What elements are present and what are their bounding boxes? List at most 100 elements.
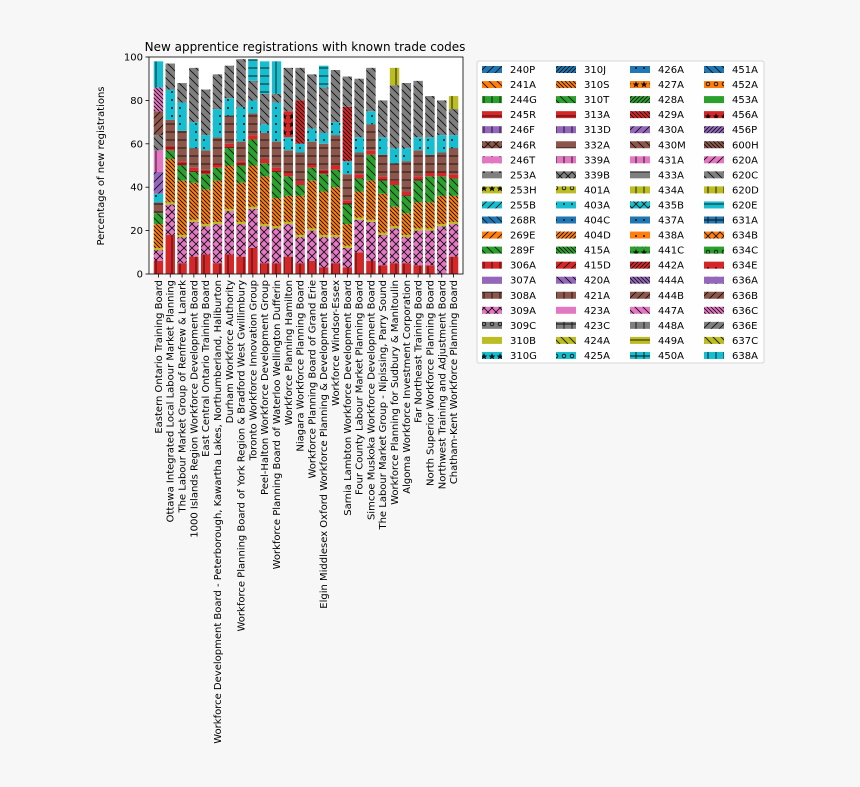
bar-segment-403A xyxy=(307,128,317,142)
bar-segment-332A xyxy=(307,141,317,164)
legend-label: 309C xyxy=(510,321,536,332)
legend-swatch xyxy=(482,321,502,329)
bars xyxy=(153,59,459,274)
bar-segment-313A xyxy=(271,167,282,173)
x-axis: Eastern Ontario Training Board Ottawa Int… xyxy=(154,274,460,744)
legend-item-451A: 451A xyxy=(704,65,758,76)
chart-title: New apprentice registrations with known … xyxy=(145,40,466,54)
legend-swatch xyxy=(704,81,724,89)
legend-item-241A: 241A xyxy=(482,80,536,91)
bar-segment-313A xyxy=(318,169,329,175)
legend-label: 430M xyxy=(658,140,686,151)
bar-segment-620E xyxy=(248,59,258,81)
bar-segment-306A xyxy=(236,256,246,274)
legend-label: 631A xyxy=(732,216,758,227)
legend-item-636A: 636A xyxy=(704,276,758,287)
bar-segment-403A xyxy=(200,135,211,151)
bar-segment-332A xyxy=(177,130,187,162)
bar-segment-309A xyxy=(259,226,270,264)
bar-segment-620C xyxy=(283,67,294,112)
legend-swatch xyxy=(704,351,724,359)
bar-segment-310S xyxy=(366,180,376,220)
legend-item-339B: 339B xyxy=(556,170,610,181)
legend-swatch xyxy=(704,171,724,179)
legend-label: 310G xyxy=(510,351,537,362)
legend-label: 433A xyxy=(658,170,684,181)
bar-segment-620C xyxy=(236,59,246,107)
legend-swatch xyxy=(630,321,650,329)
legend-swatch xyxy=(556,291,576,299)
legend-item-444B: 444B xyxy=(630,291,684,302)
legend-label: 638A xyxy=(732,351,758,362)
legend-label: 332A xyxy=(584,140,610,151)
bar-segment-309A xyxy=(437,226,447,274)
bar-segment-313A xyxy=(177,161,187,166)
bar-segment-310T xyxy=(200,174,211,190)
legend-swatch xyxy=(482,261,502,269)
bar-segment-309A xyxy=(236,224,246,257)
bar-segment-310S xyxy=(318,191,329,235)
legend-label: 255B xyxy=(510,200,536,211)
legend-swatch xyxy=(704,126,724,134)
bar-segment-310B xyxy=(448,221,459,225)
bar-segment-310B xyxy=(165,202,175,205)
bar-segment-309A xyxy=(177,237,187,264)
bar-segment-620C xyxy=(153,135,164,151)
legend-item-600H: 600H xyxy=(704,140,759,151)
bar-segment-306A xyxy=(378,265,388,274)
y-tick-label: 80 xyxy=(130,96,143,107)
legend-item-310T: 310T xyxy=(556,95,610,106)
legend-label: 245R xyxy=(510,110,536,121)
bar-segment-310S xyxy=(425,202,435,229)
bar-segment-310T xyxy=(271,172,282,199)
legend-swatch xyxy=(482,66,502,73)
legend-label: 435B xyxy=(658,200,684,211)
bar-segment-309A xyxy=(366,221,376,261)
legend-swatch xyxy=(482,171,502,179)
legend-item-428A: 428A xyxy=(630,95,684,106)
bar-segment-310B xyxy=(354,217,364,220)
legend-swatch xyxy=(556,261,576,269)
legend-item-456P: 456P xyxy=(704,125,757,136)
legend: 240P 241A 244G 245R 246F 246R 246T 253A 253H 255B… xyxy=(476,60,765,364)
bar-segment-309A xyxy=(200,226,211,255)
legend-item-306A: 306A xyxy=(482,261,536,272)
bar-segment-620C xyxy=(413,80,423,138)
legend-swatch xyxy=(704,306,724,314)
legend-item-636E: 636E xyxy=(704,321,757,332)
bar-segment-636B xyxy=(153,111,164,136)
legend-item-255B: 255B xyxy=(482,200,536,211)
bar-segment-332A xyxy=(153,202,164,214)
bar-segment-332A xyxy=(165,119,175,146)
legend-swatch xyxy=(630,171,650,179)
bar-segment-310S xyxy=(224,165,234,209)
bar-segment-310S xyxy=(389,206,400,227)
legend-swatch xyxy=(704,186,724,194)
legend-item-437A: 437A xyxy=(630,216,684,227)
legend-swatch xyxy=(482,246,502,254)
legend-label: 309A xyxy=(510,306,536,317)
legend-swatch xyxy=(704,336,724,344)
bar-segment-310T xyxy=(259,163,270,177)
legend-swatch xyxy=(556,231,576,239)
bar-segment-620C xyxy=(448,109,459,136)
bar-segment-430A xyxy=(153,172,164,194)
x-tick-label: Elgin Middlesex Oxford Workforce Plannin… xyxy=(319,280,330,609)
bar-segment-620C xyxy=(259,93,270,125)
bar-segment-309A xyxy=(153,250,164,261)
x-tick-label: Simcoe Muskoka Workforce Development Boa… xyxy=(366,280,377,520)
bar-segment-310T xyxy=(378,180,388,194)
bar-segment-310T xyxy=(342,204,353,225)
bar-segment-332A xyxy=(248,113,258,136)
bar-segment-310S xyxy=(378,193,388,233)
legend-swatch xyxy=(556,216,576,224)
x-tick-label: 1000 Islands Region Workforce Developmen… xyxy=(189,280,200,538)
bar-segment-310T xyxy=(283,176,294,196)
x-tick-label: North Superior Workforce Planning Board xyxy=(425,280,436,486)
bar-segment-636C xyxy=(153,87,164,112)
bar-segment-310T xyxy=(236,165,246,183)
bar-segment-332A xyxy=(389,163,400,181)
bar-segment-306A xyxy=(318,267,329,274)
legend-swatch xyxy=(704,111,724,119)
